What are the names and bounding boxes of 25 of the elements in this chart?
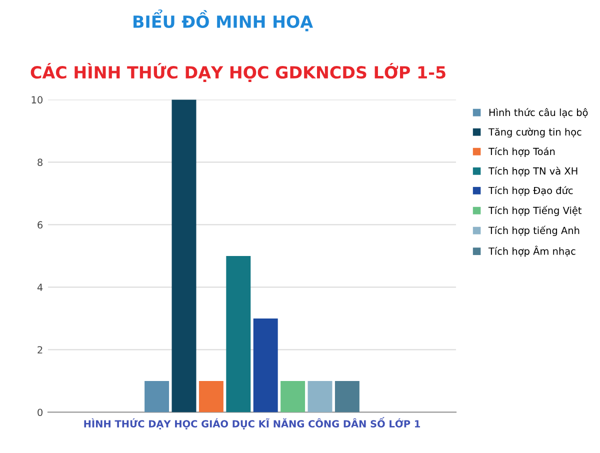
legend-label: Tích hợp Toán bbox=[488, 147, 555, 158]
legend-label: Tích hợp Tiếng Việt bbox=[488, 206, 582, 216]
legend-label: Tích hợp tiếng Anh bbox=[488, 226, 580, 236]
y-tick-label: 2 bbox=[38, 346, 42, 354]
y-tick-label: 0 bbox=[38, 408, 42, 416]
chart-title: BIỂU ĐỒ MINH HOẠ bbox=[134, 10, 313, 32]
chart-subtitle: CÁC HÌNH THỨC DẠY HỌC GDKNCDS LỚP 1-5 bbox=[30, 63, 446, 82]
y-tick-label: 10 bbox=[32, 96, 42, 104]
legend-label: Tăng cường tin học bbox=[488, 128, 582, 138]
bar bbox=[280, 380, 306, 412]
bar bbox=[334, 380, 360, 412]
bar bbox=[226, 256, 251, 412]
bar bbox=[308, 380, 332, 412]
y-tick-label: 6 bbox=[38, 221, 43, 229]
legend-label: Tích hợp Đạo đức bbox=[488, 186, 573, 196]
bar bbox=[198, 380, 224, 412]
legend-label: Tích hợp TN và XH bbox=[488, 166, 578, 177]
y-tick-label: 8 bbox=[38, 158, 42, 166]
x-tick-label: HÌNH THỨC DẠY HỌC GIÁO DỤC KĨ NĂNG CÔNG DÂN SỐ LỚP 1 bbox=[84, 417, 420, 430]
y-tick-label: 4 bbox=[37, 284, 43, 291]
bar bbox=[253, 318, 278, 412]
legend-label: Hình thức câu lạc bộ bbox=[489, 108, 588, 118]
bar bbox=[172, 100, 196, 412]
legend-label: Tích hợp Âm nhạc bbox=[488, 246, 576, 257]
bar bbox=[144, 380, 170, 412]
